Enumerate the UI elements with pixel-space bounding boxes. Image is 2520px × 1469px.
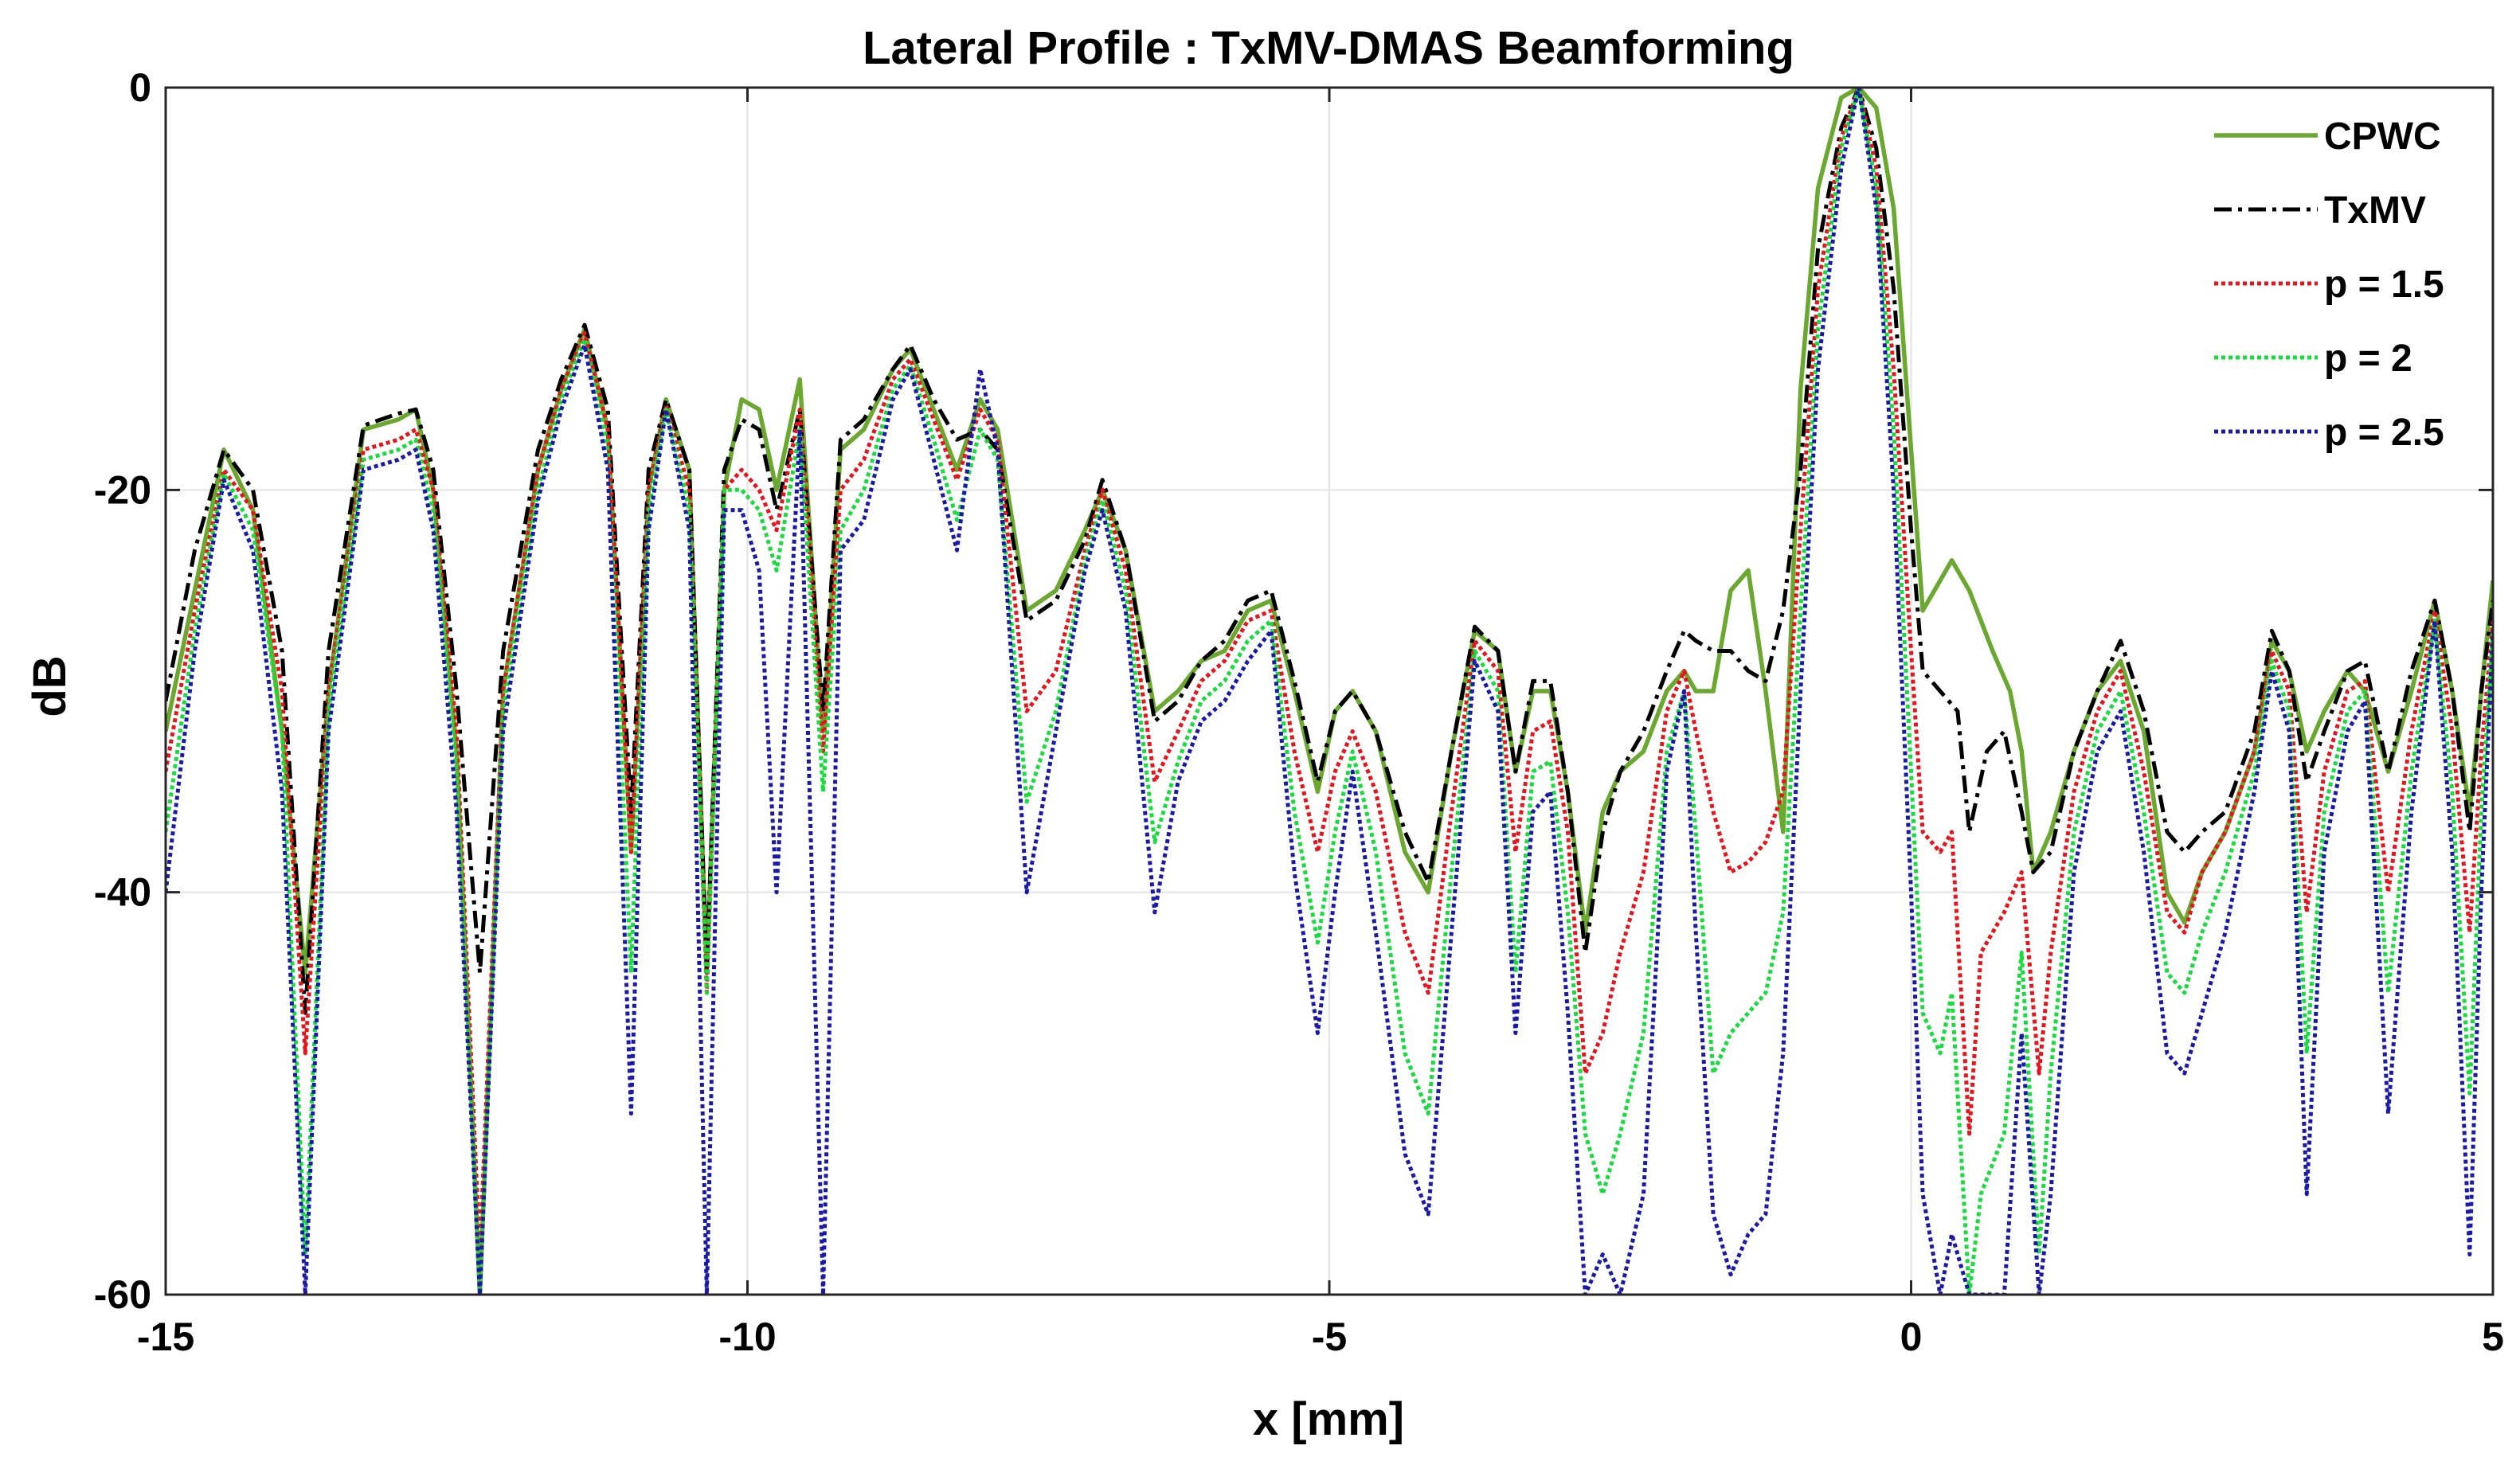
legend-label: CPWC <box>2324 115 2441 158</box>
x-tick-label: 0 <box>1900 1315 1923 1359</box>
grid-layer <box>166 88 2493 1295</box>
legend-label: p = 2 <box>2324 338 2412 380</box>
series-line-p-2 <box>166 88 2493 1295</box>
chart-title: Lateral Profile : TxMV-DMAS Beamforming <box>863 22 1794 74</box>
legend-label: TxMV <box>2324 189 2426 232</box>
y-axis-label: dB <box>24 655 76 717</box>
y-tick-label: -20 <box>94 467 151 512</box>
legend-label: p = 1.5 <box>2324 264 2444 306</box>
series-line-p-1-5 <box>166 88 2493 1256</box>
y-tick-label: -40 <box>94 870 151 915</box>
series-line-p-2-5 <box>166 88 2493 1295</box>
plot-area <box>166 88 2493 1295</box>
legend-label: p = 2.5 <box>2324 412 2444 454</box>
y-tick-label: 0 <box>129 65 151 110</box>
x-tick-label: 5 <box>2482 1315 2504 1359</box>
x-tick-label: -10 <box>718 1315 776 1359</box>
y-tick-label: -60 <box>94 1272 151 1317</box>
x-axis-label: x [mm] <box>1253 1393 1404 1445</box>
legend: CPWC TxMV p = 1.5 p = 2 p = 2.5 <box>2214 115 2444 454</box>
x-tick-label: -15 <box>137 1315 194 1359</box>
ticks-layer: -15 -10 -5 0 5 0 -20 -40 -60 <box>94 65 2504 1359</box>
x-tick-label: -5 <box>1312 1315 1347 1359</box>
series-line-txmv <box>166 88 2493 1015</box>
